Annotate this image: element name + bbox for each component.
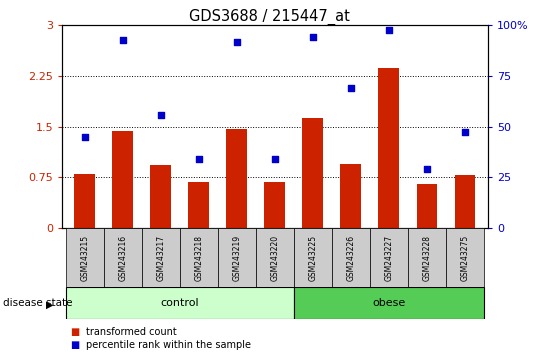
Point xyxy=(156,112,165,118)
Point xyxy=(271,156,279,162)
Bar xyxy=(332,228,370,287)
Bar xyxy=(150,165,171,228)
Text: disease state: disease state xyxy=(3,298,72,308)
Text: GSM243228: GSM243228 xyxy=(423,235,431,280)
Text: transformed count: transformed count xyxy=(86,327,177,337)
Bar xyxy=(112,131,133,228)
Bar xyxy=(104,228,142,287)
Bar xyxy=(302,118,323,228)
Text: GSM243220: GSM243220 xyxy=(271,234,279,281)
Text: percentile rank within the sample: percentile rank within the sample xyxy=(86,340,251,350)
Bar xyxy=(189,182,209,228)
Bar xyxy=(378,68,399,228)
Point xyxy=(385,27,393,33)
Text: GSM243219: GSM243219 xyxy=(232,234,241,281)
Text: ■: ■ xyxy=(70,327,79,337)
Point xyxy=(232,39,241,45)
Bar xyxy=(226,129,247,228)
Text: ▶: ▶ xyxy=(46,299,54,309)
Bar xyxy=(66,287,294,319)
Bar xyxy=(180,228,218,287)
Bar xyxy=(142,228,180,287)
Point xyxy=(309,34,317,40)
Bar xyxy=(294,287,484,319)
Bar xyxy=(408,228,446,287)
Text: GSM243215: GSM243215 xyxy=(80,234,89,281)
Point xyxy=(461,129,469,135)
Text: GSM243216: GSM243216 xyxy=(119,234,127,281)
Text: GDS3688 / 215447_at: GDS3688 / 215447_at xyxy=(189,9,350,25)
Point xyxy=(80,134,89,139)
Point xyxy=(347,85,355,91)
Bar xyxy=(370,228,408,287)
Bar xyxy=(417,184,438,228)
Text: GSM243225: GSM243225 xyxy=(308,234,317,281)
Bar xyxy=(256,228,294,287)
Bar xyxy=(294,228,332,287)
Point xyxy=(119,38,127,43)
Text: control: control xyxy=(161,298,199,308)
Text: obese: obese xyxy=(372,298,405,308)
Bar xyxy=(218,228,256,287)
Bar xyxy=(341,164,361,228)
Bar xyxy=(66,228,104,287)
Bar xyxy=(265,182,285,228)
Text: ■: ■ xyxy=(70,340,79,350)
Text: GSM243227: GSM243227 xyxy=(384,234,393,281)
Text: GSM243217: GSM243217 xyxy=(156,234,165,281)
Text: GSM243218: GSM243218 xyxy=(195,235,203,280)
Text: GSM243226: GSM243226 xyxy=(347,234,355,281)
Text: GSM243275: GSM243275 xyxy=(460,234,469,281)
Bar xyxy=(74,174,95,228)
Point xyxy=(423,166,431,172)
Point xyxy=(195,156,203,162)
Bar xyxy=(446,228,484,287)
Bar xyxy=(454,176,475,228)
